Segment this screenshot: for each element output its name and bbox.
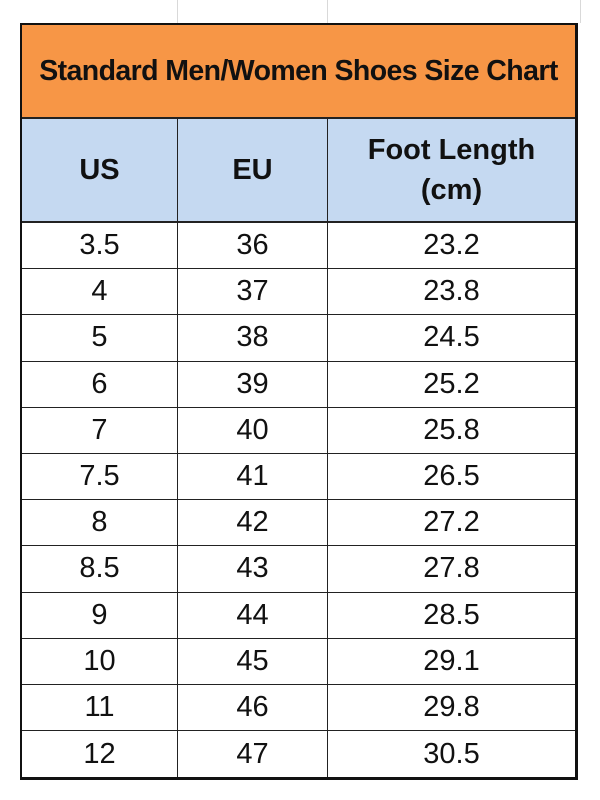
header-foot-length: Foot Length (cm) [328, 119, 575, 221]
foot-length-cell: 29.1 [423, 644, 480, 677]
foot-length-cell: 26.5 [423, 460, 480, 493]
size-chart-table: Standard Men/Women Shoes Size Chart US E… [20, 23, 578, 781]
us-size-cell: 8.5 [22, 546, 178, 592]
sheet-gridline [177, 0, 178, 23]
header-row: US EU Foot Length (cm) [22, 119, 575, 223]
foot-length-cell: 30.5 [423, 737, 480, 770]
table-row: 4 37 23.8 [22, 269, 575, 316]
table-row: 10 45 29.1 [22, 638, 575, 685]
foot-length-cell: 27.8 [423, 552, 480, 585]
foot-length-cell: 29.8 [423, 690, 480, 723]
us-size-cell: 10 [22, 638, 178, 684]
table-body: 3.5 36 23.2 4 37 23.8 5 38 24.5 6 39 25.2 7 40 25.8 7.5… [22, 223, 575, 778]
table-row: 3.5 36 23.2 [22, 223, 575, 270]
us-size-cell: 6 [22, 361, 178, 407]
eu-size-cell: 44 [178, 592, 328, 638]
eu-size-cell: 42 [178, 500, 328, 546]
eu-size-cell: 46 [178, 684, 328, 731]
foot-length-cell: 23.2 [423, 229, 480, 262]
header-foot-length-line1: Foot Length [367, 134, 536, 166]
header-foot-length-line2: (cm) [420, 174, 483, 206]
table-row: 6 39 25.2 [22, 361, 575, 408]
sheet-gridline [580, 0, 581, 23]
table-row: 8.5 43 27.8 [22, 546, 575, 593]
us-size-cell: 7.5 [22, 453, 178, 500]
eu-size-cell: 38 [178, 315, 328, 361]
us-size-cell: 9 [22, 592, 178, 638]
table-row: 7 40 25.8 [22, 407, 575, 454]
table-row: 12 47 30.5 [22, 731, 575, 778]
foot-length-cell: 28.5 [423, 598, 480, 631]
eu-size-cell: 37 [178, 269, 328, 315]
foot-length-cell: 24.5 [423, 321, 480, 354]
eu-size-cell: 43 [178, 546, 328, 592]
eu-size-cell: 41 [178, 453, 328, 500]
table-row: 8 42 27.2 [22, 500, 575, 547]
foot-length-cell: 25.2 [423, 367, 480, 400]
us-size-cell: 12 [22, 731, 178, 778]
foot-length-cell: 25.8 [423, 413, 480, 446]
table-row: 9 44 28.5 [22, 592, 575, 639]
sheet-gridline [327, 0, 328, 23]
table-row: 7.5 41 26.5 [22, 453, 575, 501]
eu-size-cell: 36 [178, 223, 328, 269]
us-size-cell: 7 [22, 407, 178, 453]
eu-size-cell: 39 [178, 361, 328, 407]
eu-size-cell: 47 [178, 731, 328, 778]
table-row: 5 38 24.5 [22, 315, 575, 362]
header-us: US [22, 119, 178, 221]
us-size-cell: 3.5 [22, 223, 178, 269]
table-title: Standard Men/Women Shoes Size Chart [22, 25, 575, 119]
foot-length-cell: 23.8 [423, 275, 480, 308]
us-size-cell: 11 [22, 684, 178, 731]
us-size-cell: 8 [22, 500, 178, 546]
foot-length-cell: 27.2 [423, 506, 480, 539]
us-size-cell: 4 [22, 269, 178, 315]
header-eu: EU [178, 119, 328, 221]
us-size-cell: 5 [22, 315, 178, 361]
eu-size-cell: 45 [178, 638, 328, 684]
table-row: 11 46 29.8 [22, 684, 575, 732]
eu-size-cell: 40 [178, 407, 328, 453]
